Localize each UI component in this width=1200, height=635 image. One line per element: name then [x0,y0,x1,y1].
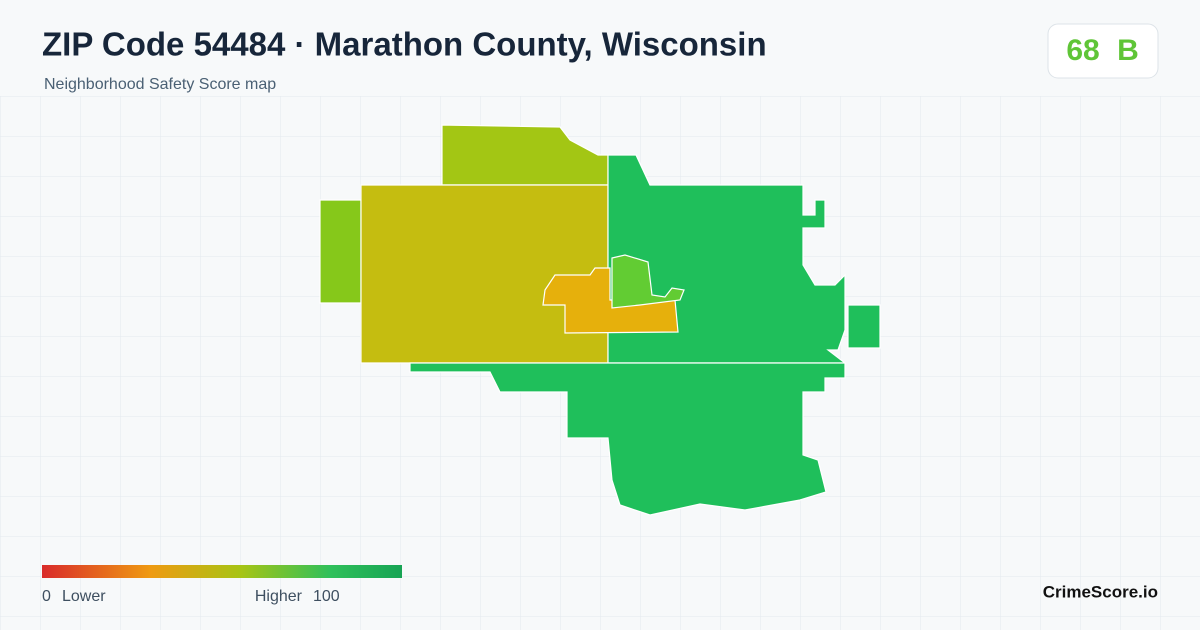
region [319,199,362,304]
region [611,254,685,309]
map [319,124,881,516]
brand: CrimeScore.io [1043,582,1158,601]
legend-max: 100 [313,588,340,605]
region [847,304,881,349]
legend-scale [42,565,402,578]
subtitle: Neighborhood Safety Score map [44,76,276,93]
score-grade: B [1117,34,1139,67]
score-value: 68 [1066,34,1099,67]
legend-max-label: Higher [255,588,303,605]
legend-min-label: Lower [62,588,106,605]
region [360,184,609,364]
score-badge [1047,23,1159,79]
legend-min: 0 [42,588,51,605]
region [409,362,846,516]
title: ZIP Code 54484 · Marathon County, Wiscon… [42,26,767,63]
